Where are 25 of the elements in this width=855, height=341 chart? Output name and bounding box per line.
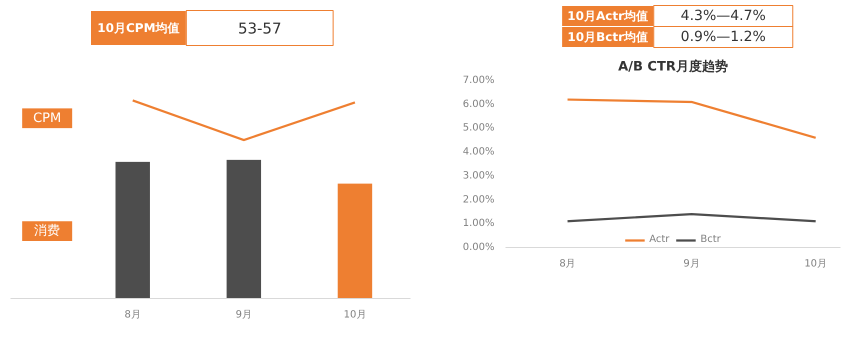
text: 0.9%—1.2% — [680, 29, 766, 45]
legend-label: Bctr — [700, 234, 721, 245]
chart-title: A/B CTR月度趋势 — [618, 58, 728, 74]
text: CPM — [33, 110, 62, 126]
y-tick-label: 0.00% — [462, 242, 495, 253]
y-tick-label: 3.00% — [462, 170, 495, 182]
y-tick-label: 2.00% — [462, 194, 495, 206]
text: 10月CPM均值 — [97, 21, 180, 35]
x-tick-label: 8月 — [124, 310, 141, 320]
x-tick-label: 10月 — [344, 310, 366, 320]
y-tick-label: 6.00% — [462, 98, 495, 110]
x-tick-label: 10月 — [804, 258, 828, 270]
y-tick-label: 7.00% — [462, 75, 495, 86]
text: 10月Actr均值 — [567, 9, 648, 23]
text: 10月Bctr均值 — [567, 30, 648, 44]
y-tick-label: 4.00% — [462, 146, 495, 158]
x-tick-label: 9月 — [236, 310, 252, 320]
text: 消费 — [34, 224, 60, 239]
text: 4.3%—4.7% — [680, 8, 766, 24]
text: 53-57 — [238, 20, 282, 38]
y-tick-label: 1.00% — [462, 218, 495, 230]
legend-label: Actr — [649, 234, 670, 245]
x-tick-label: 9月 — [683, 258, 700, 270]
x-tick-label: 8月 — [559, 258, 576, 270]
y-tick-label: 5.00% — [462, 122, 495, 134]
